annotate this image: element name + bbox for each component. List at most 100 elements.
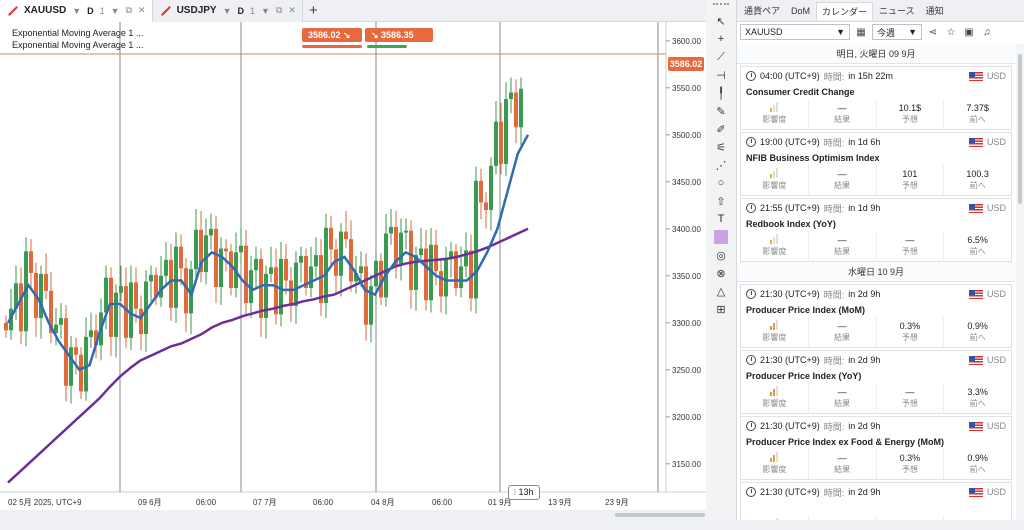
candle-body: [449, 251, 453, 258]
event-currency: USD: [986, 487, 1006, 497]
legend-ema-1[interactable]: Exponential Moving Average 1 ...: [12, 28, 144, 38]
us-flag-icon: [968, 71, 983, 81]
calendar-event[interactable]: 19:00 (UTC+9) 時間: in 1d 6h USD NFIB Busi…: [740, 132, 1012, 196]
fib-icon[interactable]: ⚟: [716, 141, 726, 154]
y-tick-label: 3300.00: [672, 319, 701, 328]
add-tab-button[interactable]: +: [308, 2, 318, 19]
event-prev: 0.9%: [967, 453, 988, 463]
candle-body: [139, 308, 143, 335]
candle-body: [254, 258, 258, 271]
close-icon[interactable]: ✕: [288, 5, 296, 15]
candle-body: [109, 277, 113, 337]
panel-tab[interactable]: ニュース: [879, 5, 915, 16]
event-time-label: 時間:: [823, 71, 845, 82]
candle-body: [479, 180, 483, 203]
horizontal-ray-icon[interactable]: ⊣: [716, 69, 726, 82]
text-icon[interactable]: T: [717, 213, 725, 225]
brush-icon[interactable]: ✐: [716, 123, 726, 136]
y-tick-label: 3200.00: [672, 413, 701, 422]
vertical-line-icon[interactable]: ╿: [717, 87, 725, 100]
candle-body: [189, 269, 193, 314]
candle-body: [19, 283, 23, 332]
y-tick-label: 3550.00: [672, 84, 701, 93]
dropdown-arrow-icon[interactable]: ▼: [222, 5, 232, 16]
sell-button[interactable]: 3586.02 ↘: [302, 28, 362, 42]
calendar-scroll-thumb[interactable]: [1018, 54, 1022, 204]
calendar-icon: ▦: [856, 26, 866, 38]
tab-symbol: USDJPY: [176, 5, 217, 16]
candle-body: [59, 318, 63, 325]
event-title: NFIB Business Optimism Index: [746, 153, 880, 163]
x-tick-label: 06:00: [313, 498, 334, 507]
candle-body: [74, 347, 78, 355]
chart-canvas[interactable]: 3600.00 3550.00 3500.00 3450.00 3400.00 3350.…: [0, 22, 706, 510]
period-select-value: 今週: [877, 27, 896, 38]
toolbar-grip[interactable]: [713, 3, 729, 7]
dropdown-arrow-icon[interactable]: ▼: [110, 5, 120, 16]
cursor-icon[interactable]: ↖: [716, 15, 726, 28]
candle-body: [464, 250, 468, 267]
dropdown-arrow-icon[interactable]: ▼: [261, 5, 270, 16]
candle-body: [399, 232, 403, 266]
indicators-icon[interactable]: ⊞: [716, 303, 726, 316]
event-time-label: 時間:: [823, 421, 845, 432]
color-swatch[interactable]: [714, 230, 728, 244]
candle-body: [239, 245, 243, 253]
calendar-event[interactable]: 21:30 (UTC+9) 時間: in 2d 9h USD Producer …: [740, 284, 1012, 348]
forecast-label: 予想: [901, 399, 918, 408]
candle-body: [84, 336, 88, 392]
bar-countdown[interactable]: ⦙ 13h: [508, 485, 540, 500]
crosshair-icon[interactable]: +: [717, 33, 725, 45]
dropdown-arrow-icon[interactable]: ▼: [72, 5, 82, 16]
candle-body: [439, 271, 443, 297]
star-icon[interactable]: ☆: [946, 26, 956, 38]
event-forecast: 0.3%: [899, 453, 921, 463]
bell-icon[interactable]: ♫: [983, 26, 991, 38]
magnet-icon[interactable]: ⊗: [716, 267, 726, 280]
candle-body: [184, 268, 188, 314]
panel-tab[interactable]: カレンダー: [816, 1, 874, 20]
panel-tab[interactable]: 通貨ペア: [744, 5, 781, 16]
link-icon[interactable]: ⧉: [275, 5, 283, 15]
panel-tab[interactable]: DoM: [791, 5, 811, 16]
share-icon[interactable]: ⋖: [928, 26, 938, 38]
close-icon[interactable]: ✕: [138, 5, 146, 15]
day-header: 明日, 火曜日 09 9月: [737, 44, 1015, 64]
event-result: —: [837, 387, 847, 397]
legend-ema-2[interactable]: Exponential Moving Average 1 ...: [12, 40, 144, 50]
calendar-event[interactable]: 21:55 (UTC+9) 時間: in 1d 9h USD Redbook I…: [740, 198, 1012, 262]
calendar-scrollbar[interactable]: [1016, 44, 1024, 520]
candle-body: [389, 226, 393, 234]
buy-button[interactable]: ↘ 3586.35: [365, 28, 433, 42]
panel-tab[interactable]: 通知: [925, 5, 944, 16]
candle-body: [304, 256, 308, 289]
chart-scroll-thumb[interactable]: [615, 513, 705, 517]
calendar-event[interactable]: 21:30 (UTC+9) 時間: in 2d 9h USD Producer …: [740, 350, 1012, 414]
period-select[interactable]: 今週 ▼: [872, 24, 922, 40]
arrow-up-icon[interactable]: ⇧: [716, 195, 726, 208]
symbol-select[interactable]: XAUUSD ▼: [740, 24, 850, 40]
calendar-event[interactable]: 21:30 (UTC+9) 時間: in 2d 9h USD Producer …: [740, 416, 1012, 480]
calendar-event[interactable]: 21:30 (UTC+9) 時間: in 2d 9h USD 影響度 結果 予想…: [740, 482, 1012, 520]
event-currency: USD: [986, 355, 1006, 365]
pencil-icon[interactable]: ✎: [716, 105, 726, 118]
ellipse-icon[interactable]: ○: [717, 177, 725, 189]
link-icon[interactable]: ⧉: [125, 5, 133, 15]
candle-body: [459, 266, 463, 289]
calendar-event[interactable]: 04:00 (UTC+9) 時間: in 15h 22m USD Consume…: [740, 66, 1012, 130]
eraser-icon[interactable]: ◎: [716, 249, 726, 262]
parallel-lines-icon[interactable]: ⋰: [715, 159, 727, 172]
alert-bell-icon[interactable]: △: [716, 285, 726, 298]
chart-scrollbar[interactable]: [0, 510, 706, 520]
event-countdown: in 2d 9h: [848, 355, 881, 365]
chart-icon[interactable]: ▣: [964, 26, 974, 38]
clock-icon: [746, 137, 756, 147]
trend-line-icon[interactable]: ⟋: [717, 50, 725, 63]
event-prev: 7.37$: [966, 103, 989, 113]
price-chart[interactable]: 3600.00 3550.00 3500.00 3450.00 3400.00 3350.…: [0, 22, 706, 510]
clock-icon: [746, 487, 756, 497]
candle-body: [499, 121, 503, 164]
candle-body: [249, 270, 253, 304]
